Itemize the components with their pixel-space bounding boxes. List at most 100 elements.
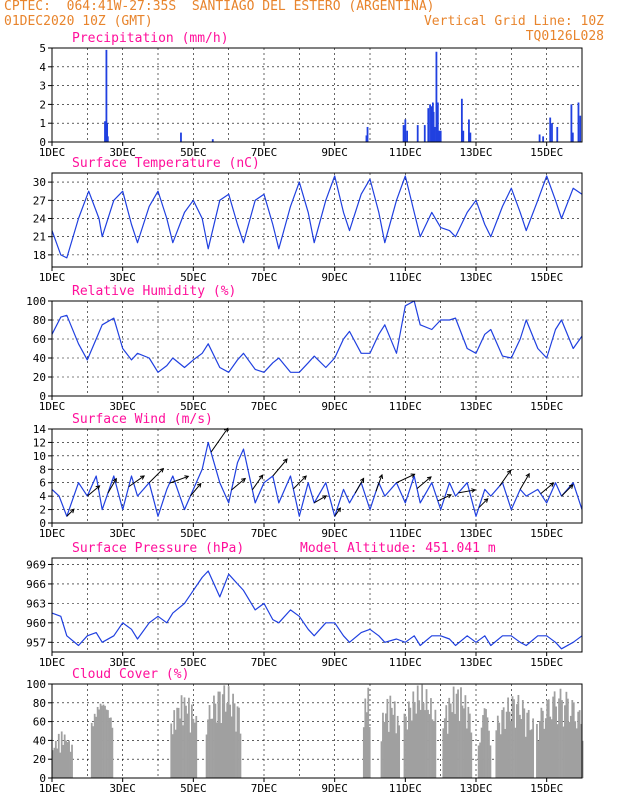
rh-panel-title: Relative Humidity (%)	[72, 284, 236, 299]
cloud-cover-bar	[530, 729, 533, 778]
x-tick-label: 1DEC	[39, 271, 66, 284]
cloud-cover-bar	[517, 694, 520, 778]
precip-bar	[430, 106, 433, 142]
cloud-cover-bar	[380, 741, 383, 778]
y-tick-label: 8	[39, 463, 46, 476]
wind-vector	[437, 494, 452, 502]
cloud-cover-bar	[562, 726, 565, 778]
cloud-cover-bar	[424, 710, 426, 778]
cloud-cover-bar	[434, 709, 437, 778]
precip-bar	[570, 104, 573, 142]
cloud-cover-bar	[52, 750, 54, 778]
y-tick-label: 6	[39, 477, 46, 490]
cloud-cover-bar	[105, 709, 108, 778]
cloud-cover-bar	[553, 691, 556, 778]
cloud-cover-bar	[514, 727, 517, 778]
cloud-cover-bar	[507, 697, 509, 778]
cloud-cover-bar	[485, 709, 487, 778]
cloud-cover-bar	[416, 685, 419, 778]
model-id: TQ0126L028	[525, 29, 604, 44]
x-tick-label: 5DEC	[180, 146, 207, 159]
y-tick-label: 30	[33, 176, 46, 189]
y-tick-label: 27	[33, 194, 46, 207]
wind-vector-head	[525, 472, 530, 478]
wind-vector-head	[69, 508, 75, 514]
x-tick-label: 7DEC	[251, 782, 278, 795]
cloud-cover-bar	[59, 752, 62, 778]
cloud-cover-bar	[544, 718, 547, 778]
x-tick-label: 11DEC	[389, 400, 422, 413]
cloud-cover-bar	[415, 713, 418, 778]
cloud-cover-bar	[239, 733, 242, 778]
cloud-cover-bar	[418, 700, 421, 778]
vertical-grid-note: Vertical Grid Line: 10Z	[423, 14, 604, 29]
cloud-cover-bar	[223, 685, 226, 778]
temp-panel-frame	[51, 172, 583, 268]
cloud-cover-bar	[108, 717, 111, 778]
cloud-cover-bar	[463, 708, 465, 778]
cloud-cover-bar	[96, 706, 99, 778]
cloud-cover-bar	[213, 695, 215, 778]
cloud-cover-bar	[581, 740, 584, 778]
y-tick-label: 10	[33, 450, 46, 463]
cloud-cover-bar	[419, 709, 422, 778]
x-tick-label: 13DEC	[459, 271, 492, 284]
cloud-cover-bar	[232, 693, 234, 778]
y-tick-label: 20	[33, 371, 46, 384]
cloud-cover-bar	[555, 706, 557, 778]
cloud-cover-bar	[489, 745, 492, 778]
cloud-cover-bar	[216, 722, 218, 778]
cloud-cover-bar	[182, 725, 184, 778]
y-tick-label: 0	[39, 390, 46, 403]
wind-vector-head	[95, 485, 101, 490]
precip-bar	[406, 130, 408, 142]
cloud-cover-bar	[479, 742, 482, 778]
cloud-cover-bar	[195, 715, 198, 778]
cloud-cover-bar	[556, 724, 559, 778]
cloud-cover-bar	[229, 704, 232, 778]
wind-panel-frame	[51, 428, 583, 524]
wind-vector	[251, 474, 264, 491]
cloud-cover-bar	[486, 717, 489, 778]
precip-panel-title: Precipitation (mm/h)	[72, 31, 229, 46]
cloud-cover-bar	[442, 728, 445, 778]
cloud-cover-bar	[482, 715, 484, 778]
cloud-cover-bar	[527, 709, 530, 778]
cloud-cover-bar	[458, 720, 461, 778]
cloud-cover-bar	[468, 713, 471, 778]
cloud-cover-bar	[454, 713, 456, 778]
x-tick-label: 9DEC	[321, 400, 348, 413]
rh-series-line	[51, 300, 583, 373]
cloud-cover-bar	[464, 695, 467, 778]
precip-bar	[365, 135, 368, 142]
cloud-cover-bar	[575, 728, 578, 778]
precip-bar	[180, 132, 182, 142]
cloud-cover-bar	[98, 709, 100, 778]
wind-vector-head	[483, 498, 489, 503]
cloud-cover-bar	[541, 710, 544, 778]
cloud-cover-bar	[457, 689, 459, 778]
cloud-cover-bar	[465, 728, 468, 778]
y-tick-label: 966	[26, 578, 46, 591]
y-tick-label: 960	[26, 617, 46, 630]
cloud-cover-bar	[101, 705, 103, 778]
precip-bar	[556, 126, 559, 142]
cloud-cover-bar	[546, 700, 549, 778]
cloud-cover-bar	[383, 721, 386, 778]
wind-vector	[458, 489, 476, 494]
x-tick-label: 5DEC	[180, 400, 207, 413]
cloud-cover-bar	[174, 729, 177, 778]
cloud-cover-bar	[451, 712, 454, 778]
precip-bar	[433, 126, 436, 142]
y-tick-label: 4	[39, 61, 46, 74]
cloud-cover-bar	[176, 707, 179, 778]
precip-bar	[469, 132, 472, 142]
wind-vector-head	[241, 477, 247, 483]
precip-bar	[416, 125, 419, 142]
wind-vector-head	[359, 477, 365, 483]
cloud-cover-bar	[558, 698, 560, 778]
cloud-cover-bar	[550, 719, 553, 778]
x-tick-label: 11DEC	[389, 656, 422, 669]
x-tick-label: 15DEC	[530, 146, 563, 159]
cloud-cover-bar	[107, 710, 109, 778]
